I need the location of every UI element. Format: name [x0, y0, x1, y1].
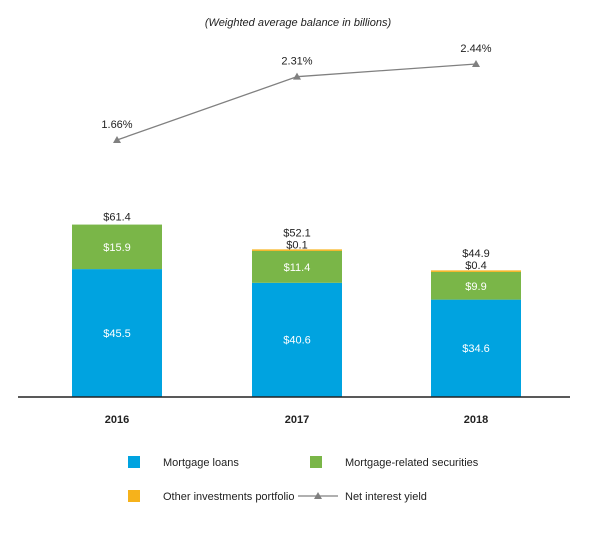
legend-swatch-mortgage-related-securities [310, 456, 322, 468]
point-label-net-interest-yield-2017: 2.31% [281, 56, 312, 68]
total-label-2016: $61.4 [103, 212, 131, 224]
bar-mortgage-related-securities-2016 [72, 224, 162, 270]
bar-other-investments-portfolio-2018 [431, 270, 521, 272]
data-label-mortgage-loans-2018: $34.6 [462, 343, 490, 355]
bar-mortgage-related-securities-2018 [431, 271, 521, 300]
total-label-2018: $44.9 [462, 248, 490, 260]
data-label-mortgage-related-securities-2016: $15.9 [103, 242, 131, 254]
legend: Mortgage loans Mortgage-related securiti… [128, 456, 479, 503]
bar-mortgage-loans-2017 [252, 282, 342, 397]
line-layer: 1.66% 2.31% 2.44% [101, 43, 492, 143]
legend-label-net-interest-yield: Net interest yield [345, 491, 427, 503]
data-label-mortgage-related-securities-2018: $9.9 [465, 281, 486, 293]
x-tick-label-2016: 2016 [105, 414, 129, 426]
bar-mortgage-loans-2016 [72, 269, 162, 397]
bars-layer: $45.5 $15.9 $61.4 $40.6 $11.4 $0.1$52.1 $34.6 $… [72, 212, 521, 397]
bar-other-investments-portfolio-2017 [252, 249, 342, 251]
point-label-net-interest-yield-2016: 1.66% [101, 119, 132, 131]
legend-label-mortgage-loans: Mortgage loans [163, 457, 239, 469]
x-tick-labels: 2016 2017 2018 [105, 414, 488, 426]
data-label-other-investments-portfolio-2018: $0.4 [465, 260, 486, 272]
data-label-mortgage-loans-2017: $40.6 [283, 335, 311, 347]
legend-marker-net-interest-yield [314, 492, 322, 499]
bar-mortgage-related-securities-2017 [252, 250, 342, 283]
x-tick-label-2017: 2017 [285, 414, 309, 426]
point-net-interest-yield-2017 [293, 72, 301, 80]
bar-mortgage-loans-2018 [431, 299, 521, 397]
legend-swatch-mortgage-loans [128, 456, 140, 468]
x-tick-label-2018: 2018 [464, 414, 488, 426]
total-label-2017: $52.1 [283, 228, 311, 240]
point-net-interest-yield-2016 [113, 136, 121, 143]
data-label-other-investments-portfolio-2017: $0.1 [286, 240, 307, 252]
legend-label-other-investments: Other investments portfolio [163, 491, 294, 503]
legend-label-mortgage-related-securities: Mortgage-related securities [345, 457, 479, 469]
chart-subtitle: (Weighted average balance in billions) [205, 17, 392, 29]
point-net-interest-yield-2018 [472, 60, 480, 67]
point-label-net-interest-yield-2018: 2.44% [460, 43, 491, 55]
legend-swatch-other-investments [128, 490, 140, 502]
data-label-mortgage-related-securities-2017: $11.4 [284, 262, 311, 274]
data-label-mortgage-loans-2016: $45.5 [103, 328, 131, 340]
